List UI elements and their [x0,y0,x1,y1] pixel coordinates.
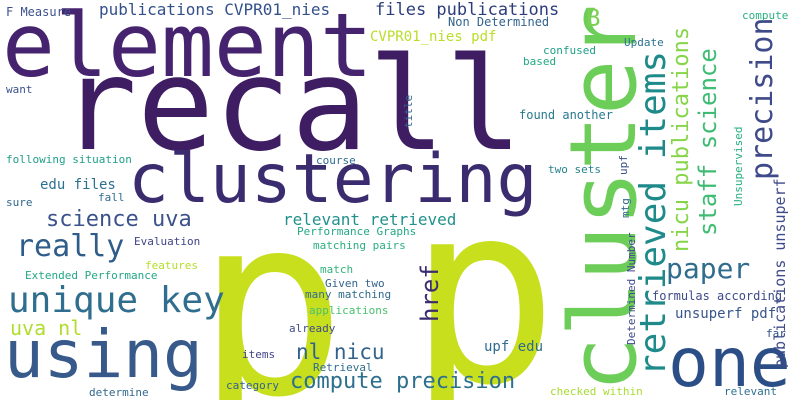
word: Evaluation [134,235,201,248]
word: recall [60,31,523,180]
word: already [289,322,336,335]
word: Update [624,36,664,49]
word: determine [89,386,149,399]
word: applications [309,304,389,317]
word: F Measure [6,5,72,19]
word: checked within [550,385,643,398]
word: match [320,263,354,276]
word: really [16,229,125,264]
word: CVPR01_nies pdf [370,29,497,45]
word: upf [617,155,630,175]
word: retrieved items [633,50,674,376]
word: compute precision [290,369,516,394]
word: category [226,379,279,392]
word: uva nl [10,316,83,340]
word: Determined Number [625,232,638,345]
word: confused [543,44,596,57]
word: nl nicu [296,340,385,364]
word: matching pairs [313,239,406,252]
word: staff science [694,48,722,236]
word: element [2,0,373,97]
word: items [242,348,276,361]
word: clustering [128,140,538,219]
word: using [4,316,203,393]
word: relevant [724,385,777,398]
word: Extended Performance [25,269,158,282]
word: relevant retrieved [283,210,457,229]
word: science uva [46,207,192,232]
word: Performance Graphs [297,225,417,238]
word: far [766,327,786,340]
word: Non Determined [448,15,550,29]
word: Retrieval [313,361,373,374]
word: two sets [548,163,601,176]
word: based [523,55,557,68]
word: many matching [305,288,392,301]
word: Unsupervised [732,126,745,206]
word: features [145,259,198,272]
word: course [316,154,356,167]
word: formulas according [652,289,783,303]
word: nicu publications [669,26,694,252]
word: unsuperf pdf [675,306,777,322]
word: mtg [619,198,632,218]
word: precision [745,17,780,180]
word: p [408,149,559,400]
word: paper [666,252,751,285]
word: sure [6,196,33,209]
word: B [586,4,601,32]
word: unique key [8,280,225,321]
word: title [402,94,415,128]
word: upf edu [484,339,544,355]
word: publications CVPR01_nies [99,0,331,19]
word: href [416,264,444,322]
word: p [196,161,347,400]
word: want [6,83,33,96]
word: following situation [6,153,132,166]
word: compute [742,9,789,22]
word: one [668,324,791,400]
word: found another [519,108,613,122]
word: edu files [40,177,116,193]
word: files publications [375,0,560,20]
word: fall [98,191,125,204]
word: Given two [325,277,385,290]
